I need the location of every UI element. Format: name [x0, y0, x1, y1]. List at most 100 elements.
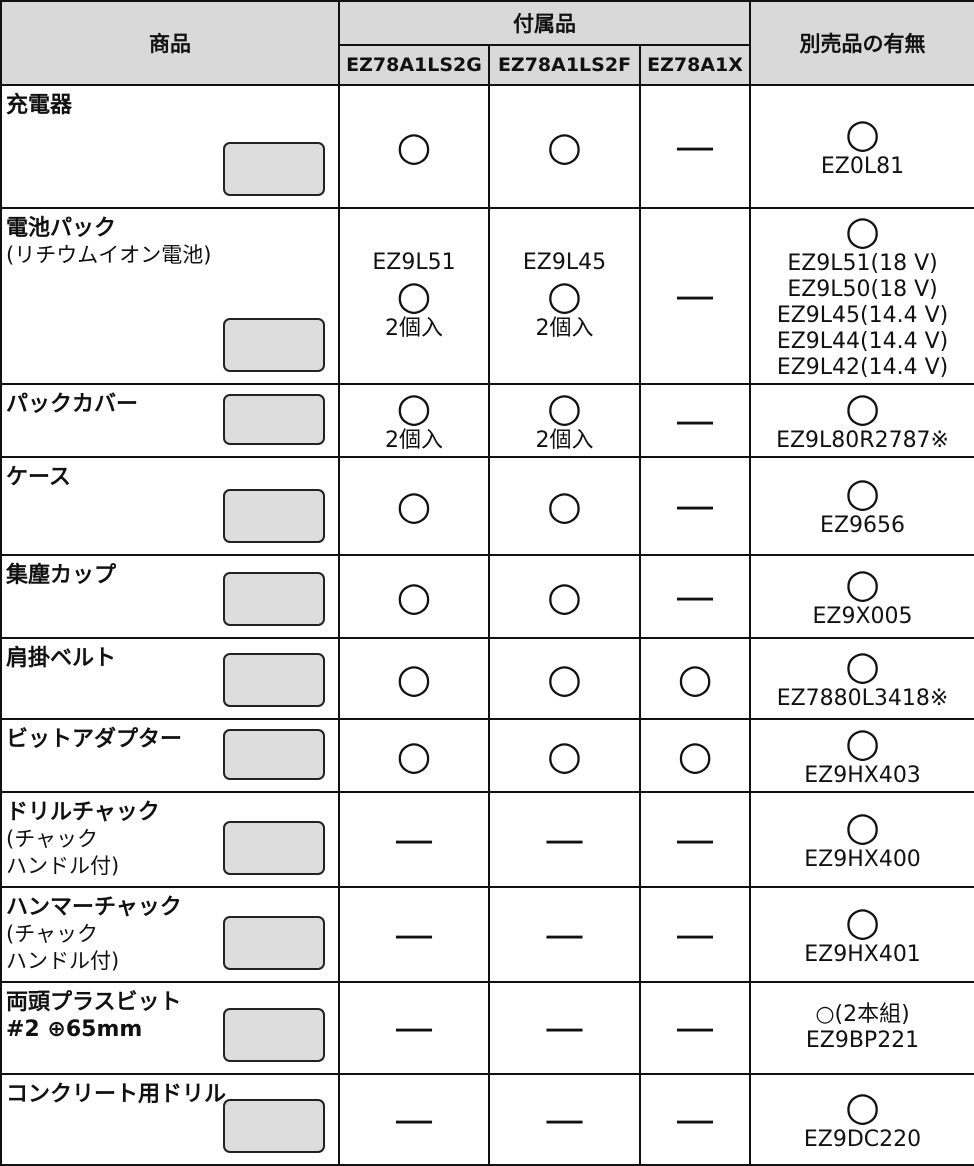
- cell-text: ○: [845, 1083, 880, 1130]
- model-cell: ○: [338, 84, 490, 209]
- illustration: [223, 489, 325, 543]
- cell-text: ○: [396, 732, 432, 779]
- cell-text: ○: [845, 384, 880, 431]
- product-name: コンクリート用ドリル: [6, 1082, 227, 1107]
- cell-text: —: [544, 816, 585, 863]
- model-cell: —: [338, 981, 490, 1075]
- cell-text: EZ9HX403: [804, 762, 921, 788]
- cell-text: ○: [845, 719, 880, 766]
- cell-text: ○: [845, 208, 880, 254]
- product-name: ドリルチャック: [6, 800, 160, 825]
- cell-text: —: [675, 1005, 716, 1051]
- cell-text: —: [675, 573, 716, 620]
- cell-text: ○: [396, 273, 432, 319]
- illustration: [223, 821, 325, 875]
- model-cell: ○: [488, 456, 641, 556]
- model-cell: —: [488, 981, 641, 1075]
- cell-text: ○: [677, 655, 713, 702]
- product-name: 両頭プラスビット: [6, 990, 182, 1015]
- model-cell: ○: [488, 554, 641, 639]
- model-cell: ○: [638, 637, 752, 720]
- cell-text: ○: [845, 898, 880, 945]
- cell-text: 2個入: [535, 316, 594, 341]
- header-cell: 付属品: [337, 0, 752, 46]
- model-cell: —: [638, 84, 752, 209]
- illustration-shape: [223, 1008, 325, 1062]
- product-cell: 集塵カップ: [0, 554, 340, 639]
- model-cell: —: [488, 1073, 641, 1166]
- model-cell: ○: [338, 554, 490, 639]
- cell-text: —: [675, 123, 716, 170]
- model-cell: ○ 2個入: [488, 383, 641, 458]
- header-cell: 商品: [0, 0, 340, 86]
- illustration: [223, 1008, 325, 1062]
- cell-text: ○: [845, 642, 880, 689]
- cell-text: ○: [547, 732, 582, 779]
- cell-text: EZ9L80R2787※: [776, 427, 949, 453]
- product-name: 集塵カップ: [6, 563, 117, 588]
- model-cell: ○: [488, 637, 641, 720]
- model-cell: ○: [338, 637, 490, 720]
- table-row: 充電器 ○ ○ — ○ EZ0L81: [0, 84, 974, 209]
- cell-text: —: [675, 273, 716, 319]
- table-row: コンクリート用ドリル — — — ○ EZ9DC220: [0, 1073, 974, 1166]
- cell-text: —: [675, 816, 716, 863]
- cell-text: ○: [845, 560, 880, 607]
- cell-text: —: [394, 816, 434, 863]
- cell-text: EZ9L50(18 V): [787, 277, 938, 302]
- product-name: #2 ⊕65mm: [6, 1017, 143, 1042]
- product-cell: 両頭プラスビット #2 ⊕65mm: [0, 981, 340, 1075]
- product-name: 肩掛ベルト: [6, 646, 117, 671]
- illustration-shape: [223, 489, 325, 543]
- table-row: ハンマーチャック (チャック ハンドル付) — — — ○ EZ9HX401: [0, 886, 974, 983]
- separate-cell: ○ EZ9HX401: [749, 886, 974, 983]
- illustration: [223, 572, 325, 626]
- product-note: ハンドル付): [6, 854, 120, 878]
- cell-text: EZ9L45: [522, 250, 607, 275]
- illustration-shape: [223, 1099, 325, 1153]
- cell-text: EZ9L44(14.4 V): [776, 329, 949, 354]
- table-row: パックカバー ○ 2個入 ○ 2個入 — ○ EZ9L80R2787※: [0, 383, 974, 458]
- illustration: [223, 318, 325, 372]
- cell-text: ○: [547, 273, 582, 319]
- illustration: [223, 729, 325, 780]
- model-header: EZ78A1X: [638, 44, 752, 86]
- cell-text: —: [394, 1096, 434, 1143]
- product-note: (リチウムイオン電池): [6, 243, 212, 267]
- cell-text: EZ9X005: [812, 603, 913, 629]
- product-cell: ドリルチャック (チャック ハンドル付): [0, 791, 340, 888]
- separate-cell: ○(2本組) EZ9BP221: [749, 981, 974, 1075]
- model-cell: —: [638, 981, 752, 1075]
- product-cell: 肩掛ベルト: [0, 637, 340, 720]
- cell-text: ○: [547, 483, 582, 529]
- cell-text: ○: [396, 123, 432, 170]
- illustration-shape: [223, 572, 325, 626]
- model-cell: —: [638, 1073, 752, 1166]
- cell-text: ○: [396, 483, 432, 529]
- cell-text: —: [394, 1005, 434, 1051]
- model-cell: ○ 2個入: [338, 383, 490, 458]
- illustration: [223, 1099, 325, 1153]
- cell-text: EZ0L81: [820, 153, 905, 179]
- product-cell: ビットアダプター: [0, 718, 340, 793]
- table-row: 肩掛ベルト ○ ○ ○ ○ EZ7880L3418※: [0, 637, 974, 720]
- illustration-shape: [223, 142, 325, 196]
- cell-text: 2個入: [385, 316, 443, 341]
- model-cell: ○: [338, 718, 490, 793]
- cell-text: ○: [547, 573, 582, 620]
- separate-cell: ○ EZ9L51(18 V) EZ9L50(18 V) EZ9L45(14.4 V) E…: [749, 207, 974, 385]
- model-cell: EZ9L51 ○ 2個入: [338, 207, 490, 385]
- separate-cell: ○ EZ0L81: [749, 84, 974, 209]
- model-cell: —: [338, 1073, 490, 1166]
- cell-text: ○: [845, 470, 880, 516]
- product-cell: パックカバー: [0, 383, 340, 458]
- model-cell: —: [638, 207, 752, 385]
- cell-text: ○: [547, 655, 582, 702]
- illustration-shape: [223, 653, 325, 707]
- cell-text: ○: [396, 384, 432, 431]
- product-note: (チャック: [6, 922, 98, 946]
- cell-text: EZ7880L3418※: [776, 685, 949, 711]
- table-row: ドリルチャック (チャック ハンドル付) — — — ○ EZ9HX400: [0, 791, 974, 888]
- product-cell: コンクリート用ドリル: [0, 1073, 340, 1166]
